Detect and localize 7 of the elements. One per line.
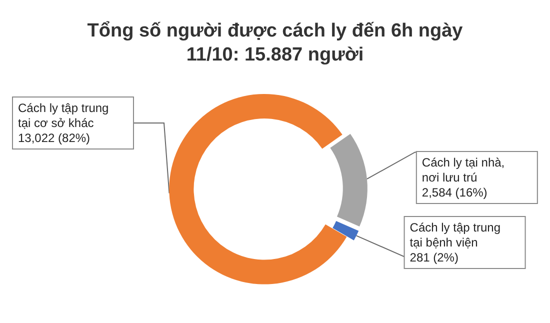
chart-title: Tổng số người được cách ly đến 6h ngày 11/10: 15.887 người — [87, 20, 464, 66]
slice-label: Cách ly tại nhà, nơi lưu trú — [422, 156, 508, 185]
slice-label: Cách ly tập trung tại bệnh viện — [410, 220, 504, 250]
data-label: 13,022 (82%) — [18, 131, 90, 145]
data-label: 2,584 (16%) — [422, 186, 488, 200]
data-label: 281 (2%) — [410, 250, 458, 264]
slice-label: Cách ly tập trung tại cơ sở khác — [18, 101, 112, 130]
